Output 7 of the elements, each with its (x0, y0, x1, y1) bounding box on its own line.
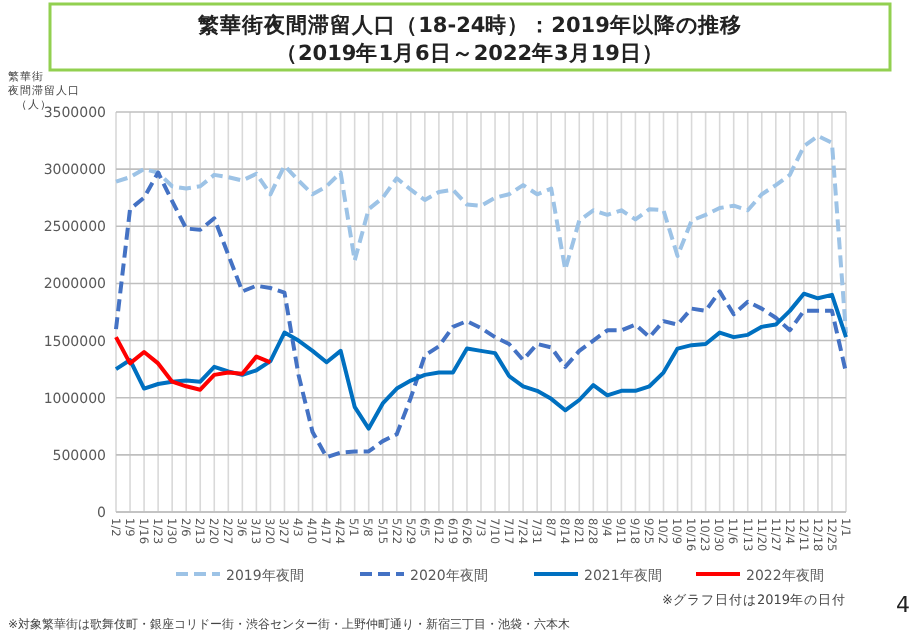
line-series (114, 291, 848, 431)
line-series (114, 170, 848, 460)
chart-title: 繁華街夜間滞留人口（18-24時）：2019年以降の推移 (196, 12, 742, 38)
line-series (114, 335, 273, 392)
text: 4 (896, 592, 910, 618)
chart-subtitle: （2019年1月6日～2022年3月19日） (276, 40, 664, 66)
line-series (114, 134, 848, 336)
